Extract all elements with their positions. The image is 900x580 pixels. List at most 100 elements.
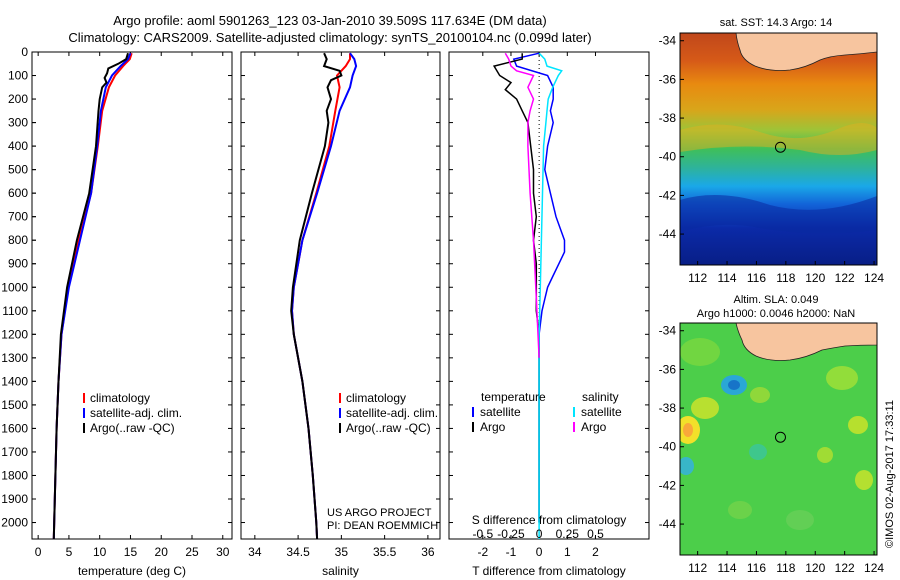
legend-entry: satellite xyxy=(581,405,622,419)
map-x-tick-label: 116 xyxy=(747,561,766,575)
pi-label: PI: DEAN ROEMMICH xyxy=(327,520,438,532)
legend-entry: satellite-adj. clim. xyxy=(346,406,438,420)
map-x-tick-label: 112 xyxy=(688,271,707,285)
x-tick-label: 34.5 xyxy=(286,545,310,559)
map-y-tick-label: -44 xyxy=(659,517,677,531)
legend-entry: satellite xyxy=(480,405,521,419)
map-x-tick-label: 122 xyxy=(835,561,855,575)
map-y-tick-label: -44 xyxy=(659,227,677,241)
map-x-tick-label: 116 xyxy=(747,271,766,285)
sla-map-frame xyxy=(679,322,878,556)
x-tick-label: 10 xyxy=(93,545,107,559)
map-x-tick-label: 120 xyxy=(805,271,825,285)
series-line-argo-salinity xyxy=(504,52,540,358)
x-tick-label: 30 xyxy=(216,545,230,559)
depth-tick-label: 1500 xyxy=(1,398,28,412)
map-y-tick-label: -34 xyxy=(659,324,677,338)
map-x-tick-label: 112 xyxy=(688,561,707,575)
map-y-tick-label: -36 xyxy=(659,72,677,86)
sst-map-title: sat. SST: 14.3 Argo: 14 xyxy=(720,17,833,29)
salinity-plot-frame xyxy=(240,51,441,540)
sst-map xyxy=(680,33,877,265)
map-x-tick-label: 118 xyxy=(776,271,795,285)
x-tick-label: 35.5 xyxy=(373,545,397,559)
series-line-argo-temperature xyxy=(492,53,540,523)
sla-argo-marker xyxy=(774,431,786,443)
depth-tick-label: 500 xyxy=(8,163,28,177)
map-x-tick-label: 120 xyxy=(805,561,825,575)
depth-tick-label: 1900 xyxy=(1,492,28,506)
x-tick-label: 36 xyxy=(421,545,435,559)
depth-tick-label: 0 xyxy=(21,45,28,59)
series-line-climatology xyxy=(290,53,351,540)
map-x-tick-label: 114 xyxy=(717,561,736,575)
sla-blob xyxy=(680,338,720,366)
x-tick-label: 20 xyxy=(155,545,169,559)
project-label: US ARGO PROJECT xyxy=(327,507,432,519)
legend-entry: Argo(..raw -QC) xyxy=(90,421,175,435)
map-y-tick-label: -42 xyxy=(659,478,677,492)
x-axis-label: T difference from climatology xyxy=(472,564,626,578)
map-x-tick-label: 122 xyxy=(835,271,855,285)
map-x-tick-label: 124 xyxy=(864,561,884,575)
x-axis-label: salinity xyxy=(322,564,359,578)
sla-blob xyxy=(750,387,770,403)
sla-blob xyxy=(728,501,752,519)
map-x-tick-label: 124 xyxy=(864,271,884,285)
difference-panel: -2 -1 0 1 2 T difference from climatology S di… xyxy=(449,51,649,578)
temperature-panel: 0 5 10 15 20 25 30 temperature (deg C) climatolo… xyxy=(32,51,232,578)
sla-map-title: Altim. SLA: 0.049 xyxy=(734,294,819,306)
map-y-tick-label: -40 xyxy=(659,440,677,454)
map-x-tick-label: 118 xyxy=(776,561,795,575)
x-tick-label: 2 xyxy=(592,545,599,559)
map-y-tick-label: -34 xyxy=(659,34,677,48)
top-tick-label: 0.5 xyxy=(587,527,604,541)
series-line-satellite-adj-clim- xyxy=(290,52,358,540)
depth-tick-label: 1600 xyxy=(1,421,28,435)
depth-tick-label: 2000 xyxy=(1,516,28,530)
map-y-tick-label: -42 xyxy=(659,188,677,202)
sla-blob xyxy=(728,380,740,390)
depth-tick-label: 1200 xyxy=(1,327,28,341)
depth-tick-label: 1800 xyxy=(1,468,28,482)
series-line-satellite-salinity xyxy=(538,52,563,539)
salinity-panel: 34 34.5 35 35.5 36 salinity climatologysatelli… xyxy=(241,51,440,578)
depth-tick-label: 600 xyxy=(8,186,28,200)
depth-tick-label: 100 xyxy=(8,69,28,83)
figure-title-line-1: Argo profile: aoml 5901263_123 03-Jan-20… xyxy=(113,13,547,28)
series-line-argo-raw-qc- xyxy=(52,52,129,540)
figure-title-line-2: Climatology: CARS2009. Satellite-adjuste… xyxy=(68,30,592,45)
legend-header-salinity: salinity xyxy=(582,390,619,404)
x-tick-label: -1 xyxy=(506,545,517,559)
depth-tick-label: 700 xyxy=(8,210,28,224)
legend-entry: Argo xyxy=(581,420,607,434)
sla-blob xyxy=(749,444,767,460)
difference-plot-frame xyxy=(448,51,650,540)
depth-tick-label: 1100 xyxy=(2,304,28,318)
legend-entry: climatology xyxy=(90,391,150,405)
sst-map-frame xyxy=(679,32,878,266)
legend-entry: satellite-adj. clim. xyxy=(90,406,182,420)
legend-entry: Argo(..raw -QC) xyxy=(346,421,431,435)
depth-tick-label: 200 xyxy=(8,92,28,106)
sla-blob xyxy=(786,510,814,530)
temperature-plot-frame xyxy=(31,51,233,540)
depth-tick-label: 400 xyxy=(8,139,28,153)
sla-map xyxy=(680,323,877,555)
legend-entry: climatology xyxy=(346,391,406,405)
sla-blob xyxy=(848,416,868,434)
sla-blob xyxy=(855,470,873,490)
x-tick-label: 5 xyxy=(66,545,73,559)
top-tick-label: 0 xyxy=(536,527,543,541)
map-y-tick-label: -38 xyxy=(659,401,677,415)
sla-map-subtitle: Argo h1000: 0.0046 h2000: NaN xyxy=(697,308,855,320)
sla-blob xyxy=(817,447,833,463)
legend-entry: Argo xyxy=(480,420,506,434)
series-line-argo-raw-qc- xyxy=(290,52,343,540)
legend-header-temperature: temperature xyxy=(481,390,546,404)
depth-tick-label: 800 xyxy=(8,233,28,247)
depth-tick-label: 1300 xyxy=(1,351,28,365)
depth-tick-label: 1000 xyxy=(1,280,28,294)
depth-axis: 0 100 200 300 400 500 600 700 800 900 1000 1100 1200… xyxy=(1,45,36,530)
